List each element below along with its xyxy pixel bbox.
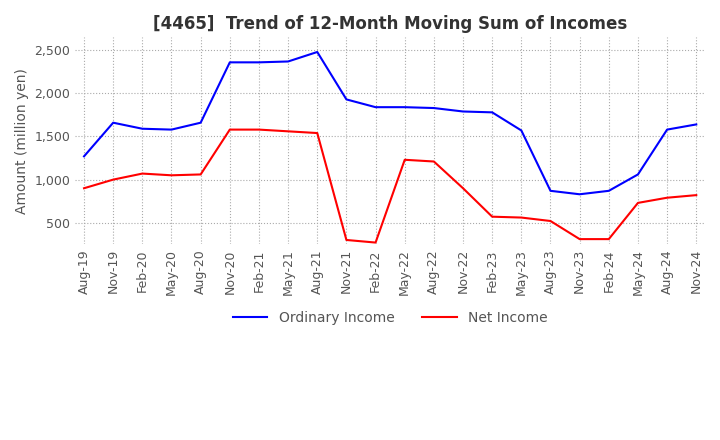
Ordinary Income	[488, 110, 497, 115]
Ordinary Income	[575, 192, 584, 197]
Net Income	[517, 215, 526, 220]
Y-axis label: Amount (million yen): Amount (million yen)	[15, 68, 29, 214]
Net Income	[430, 159, 438, 164]
Net Income	[80, 186, 89, 191]
Net Income	[167, 172, 176, 178]
Net Income	[663, 195, 672, 200]
Ordinary Income	[634, 172, 642, 177]
Ordinary Income	[255, 60, 264, 65]
Net Income	[400, 157, 409, 162]
Net Income	[342, 237, 351, 242]
Net Income	[575, 236, 584, 242]
Ordinary Income	[342, 97, 351, 102]
Ordinary Income	[517, 128, 526, 133]
Net Income	[225, 127, 234, 132]
Net Income	[692, 192, 701, 198]
Net Income	[138, 171, 147, 176]
Ordinary Income	[284, 59, 292, 64]
Ordinary Income	[313, 49, 322, 55]
Ordinary Income	[692, 122, 701, 127]
Line: Net Income: Net Income	[84, 130, 696, 242]
Net Income	[372, 240, 380, 245]
Ordinary Income	[372, 105, 380, 110]
Net Income	[197, 172, 205, 177]
Net Income	[546, 218, 555, 224]
Ordinary Income	[197, 120, 205, 125]
Ordinary Income	[400, 105, 409, 110]
Net Income	[605, 236, 613, 242]
Ordinary Income	[80, 154, 89, 159]
Ordinary Income	[167, 127, 176, 132]
Ordinary Income	[546, 188, 555, 194]
Net Income	[255, 127, 264, 132]
Title: [4465]  Trend of 12-Month Moving Sum of Incomes: [4465] Trend of 12-Month Moving Sum of I…	[153, 15, 627, 33]
Ordinary Income	[663, 127, 672, 132]
Legend: Ordinary Income, Net Income: Ordinary Income, Net Income	[228, 305, 553, 330]
Ordinary Income	[430, 106, 438, 111]
Net Income	[459, 186, 467, 191]
Ordinary Income	[225, 60, 234, 65]
Net Income	[488, 214, 497, 219]
Ordinary Income	[109, 120, 117, 125]
Line: Ordinary Income: Ordinary Income	[84, 52, 696, 194]
Ordinary Income	[605, 188, 613, 194]
Net Income	[109, 177, 117, 182]
Net Income	[634, 200, 642, 205]
Net Income	[284, 128, 292, 134]
Net Income	[313, 130, 322, 136]
Ordinary Income	[138, 126, 147, 132]
Ordinary Income	[459, 109, 467, 114]
